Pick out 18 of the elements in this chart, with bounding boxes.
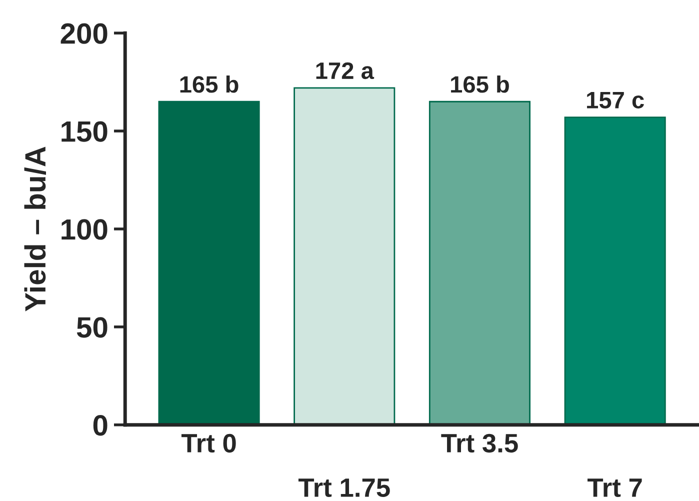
bar: [564, 116, 666, 425]
y-tick-label: 100: [62, 219, 108, 240]
data-label: 157 c: [587, 92, 644, 108]
y-tick-label: 50: [76, 317, 108, 338]
x-tick-label: Trt 0: [181, 434, 236, 453]
x-tick-label: Trt 7: [588, 478, 642, 497]
y-tick-label: 200: [60, 23, 108, 44]
bar: [428, 100, 531, 425]
y-axis-title: Yield – bu/A: [24, 146, 46, 312]
x-tick-label: Trt 1.75: [298, 478, 390, 498]
y-tick-label: 0: [93, 415, 108, 436]
x-tick-label: Trt 3.5: [441, 434, 518, 453]
bar: [158, 100, 260, 425]
data-label: 165 b: [180, 75, 238, 93]
y-tick-label: 150: [62, 121, 108, 142]
data-label: 172 a: [316, 62, 374, 80]
bar: [294, 87, 396, 425]
data-label: 165 b: [451, 75, 509, 93]
